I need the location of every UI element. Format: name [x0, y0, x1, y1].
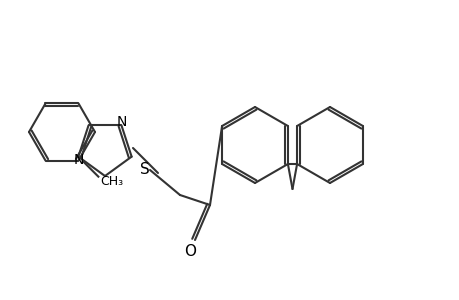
- Text: N: N: [116, 115, 126, 129]
- Text: N: N: [73, 153, 84, 167]
- Text: O: O: [184, 244, 196, 260]
- Text: CH₃: CH₃: [100, 175, 123, 188]
- Text: S: S: [140, 163, 150, 178]
